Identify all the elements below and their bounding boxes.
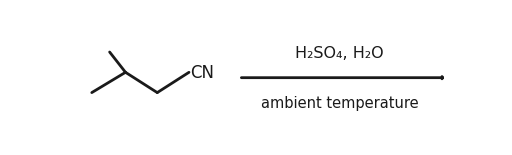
Text: H₂SO₄, H₂O: H₂SO₄, H₂O [295,46,384,61]
Text: ambient temperature: ambient temperature [261,96,419,111]
Text: CN: CN [190,64,214,82]
